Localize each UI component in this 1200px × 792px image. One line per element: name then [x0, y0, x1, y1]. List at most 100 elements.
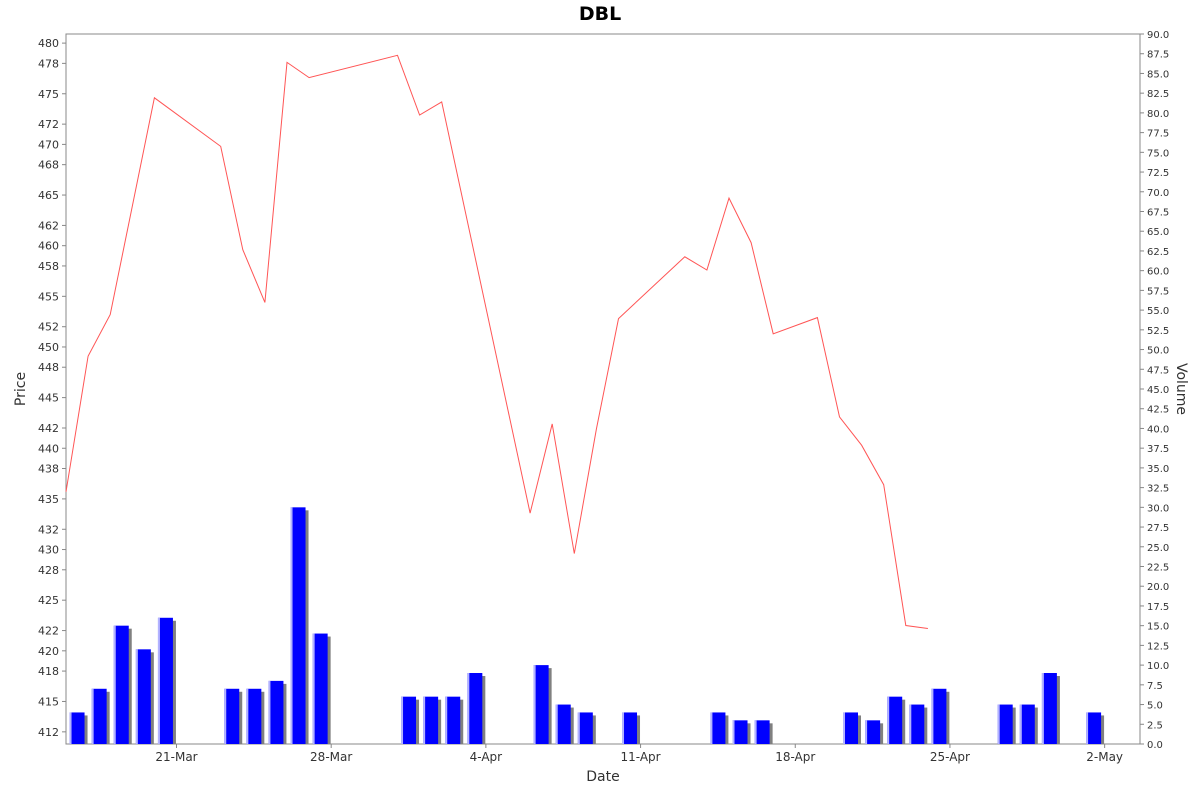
price-tick-label: 435	[38, 493, 59, 506]
volume-bar-highlight	[401, 696, 404, 744]
volume-bar-highlight	[113, 625, 116, 744]
volume-bar-highlight	[533, 665, 536, 744]
volume-bar	[997, 704, 1013, 744]
price-tick-label: 422	[38, 625, 59, 638]
volume-bar	[246, 688, 262, 744]
volume-bar	[577, 712, 593, 744]
price-tick-label: 425	[38, 594, 59, 607]
volume-bar	[887, 696, 903, 744]
volume-bar	[732, 720, 748, 744]
volume-tick-label: 27.5	[1147, 523, 1169, 534]
price-tick-label: 442	[38, 422, 59, 435]
volume-tick-label: 72.5	[1147, 168, 1169, 179]
price-tick-label: 470	[38, 138, 59, 151]
volume-bar	[555, 704, 571, 744]
volume-bar-highlight	[843, 712, 846, 744]
volume-bar	[754, 720, 770, 744]
volume-bar	[622, 712, 638, 744]
price-tick-label: 458	[38, 260, 59, 273]
volume-bar	[401, 696, 417, 744]
volume-bar	[69, 712, 85, 744]
volume-bar	[843, 712, 859, 744]
volume-bar	[135, 649, 151, 744]
volume-tick-label: 32.5	[1147, 484, 1169, 495]
volume-axis: 0.0 2.5 5.0 7.5 10.0 12.5 15.0 17.5 20.0 22.5 25.0…	[1140, 30, 1169, 751]
volume-bar-highlight	[622, 712, 625, 744]
volume-tick-label: 77.5	[1147, 129, 1169, 140]
volume-tick-label: 47.5	[1147, 365, 1169, 376]
volume-bar-highlight	[467, 673, 470, 744]
volume-tick-label: 20.0	[1147, 582, 1169, 593]
volume-bar-highlight	[69, 712, 72, 744]
price-tick-label: 430	[38, 544, 59, 557]
volume-tick-label: 0.0	[1147, 740, 1163, 751]
price-tick-label: 455	[38, 290, 59, 303]
volume-bar	[710, 712, 726, 744]
price-tick-label: 412	[38, 726, 59, 739]
volume-bar-highlight	[91, 688, 94, 744]
volume-bar	[312, 633, 328, 744]
price-tick-label: 438	[38, 463, 59, 476]
volume-tick-label: 37.5	[1147, 444, 1169, 455]
volume-tick-label: 65.0	[1147, 227, 1169, 238]
volume-tick-label: 7.5	[1147, 681, 1163, 692]
price-tick-label: 415	[38, 695, 59, 708]
volume-tick-label: 57.5	[1147, 286, 1169, 297]
volume-bar	[909, 704, 925, 744]
volume-bar	[1086, 712, 1102, 744]
volume-bar	[445, 696, 461, 744]
volume-bar-highlight	[577, 712, 580, 744]
price-tick-label: 450	[38, 341, 59, 354]
price-tick-label: 440	[38, 442, 59, 455]
volume-tick-label: 62.5	[1147, 247, 1169, 258]
price-tick-label: 445	[38, 392, 59, 405]
volume-bar-highlight	[135, 649, 138, 744]
volume-bar-highlight	[157, 617, 160, 744]
volume-bar	[931, 688, 947, 744]
volume-bar	[91, 688, 107, 744]
volume-tick-label: 10.0	[1147, 661, 1169, 672]
volume-bar-highlight	[312, 633, 315, 744]
date-tick-label: 21-Mar	[155, 750, 197, 764]
volume-tick-label: 35.0	[1147, 464, 1169, 475]
price-tick-label: 452	[38, 321, 59, 334]
volume-tick-label: 22.5	[1147, 563, 1169, 574]
plot-area	[65, 33, 1141, 745]
volume-tick-label: 12.5	[1147, 641, 1169, 652]
volume-bar-highlight	[732, 720, 735, 744]
price-tick-label: 475	[38, 88, 59, 101]
volume-bar	[865, 720, 881, 744]
volume-bar	[113, 625, 129, 744]
date-tick-label: 4-Apr	[470, 750, 503, 764]
volume-tick-label: 17.5	[1147, 602, 1169, 613]
date-tick-label: 11-Apr	[621, 750, 661, 764]
volume-tick-label: 5.0	[1147, 701, 1163, 712]
price-tick-label: 472	[38, 118, 59, 131]
volume-bar-highlight	[445, 696, 448, 744]
chart-title: DBL	[579, 3, 621, 25]
price-tick-label: 465	[38, 189, 59, 202]
volume-tick-label: 87.5	[1147, 50, 1169, 61]
volume-bar-highlight	[268, 680, 271, 744]
volume-bar	[157, 617, 173, 744]
volume-bar	[268, 680, 284, 744]
price-line-group	[65, 54, 928, 629]
volume-bar-highlight	[246, 688, 249, 744]
volume-bar-highlight	[423, 696, 426, 744]
date-tick-label: 25-Apr	[930, 750, 970, 764]
volume-bar-highlight	[865, 720, 868, 744]
volume-tick-label: 90.0	[1147, 30, 1169, 41]
volume-tick-label: 25.0	[1147, 543, 1169, 554]
volume-bar	[467, 673, 483, 744]
volume-tick-label: 85.0	[1147, 69, 1169, 80]
price-tick-label: 420	[38, 645, 59, 658]
date-axis: 21-Mar 28-Mar 4-Apr 11-Apr 18-Apr 25-Apr 2-May	[155, 744, 1123, 764]
price-tick-label: 480	[38, 37, 59, 50]
volume-tick-label: 60.0	[1147, 267, 1169, 278]
price-tick-label: 460	[38, 240, 59, 253]
volume-bar	[1019, 704, 1035, 744]
price-tick-label: 448	[38, 361, 59, 374]
volume-bar	[224, 688, 240, 744]
x-axis-label: Date	[586, 769, 619, 785]
